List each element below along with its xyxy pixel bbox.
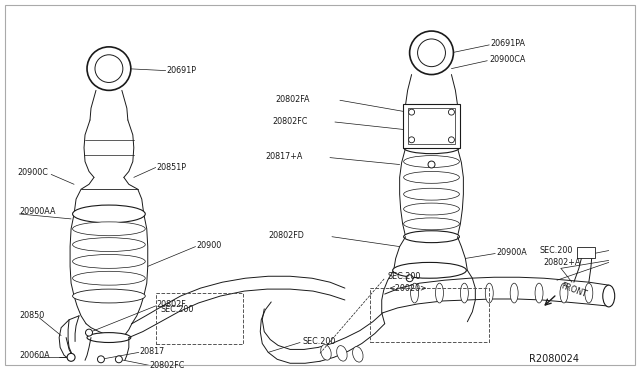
Ellipse shape — [353, 347, 363, 362]
Bar — [577, 247, 595, 259]
Ellipse shape — [435, 283, 444, 303]
Text: 20900AA: 20900AA — [19, 208, 56, 217]
Ellipse shape — [404, 231, 460, 243]
Ellipse shape — [404, 171, 460, 183]
Ellipse shape — [404, 218, 460, 230]
Ellipse shape — [485, 283, 493, 303]
Text: 20817: 20817 — [140, 347, 165, 356]
Ellipse shape — [337, 346, 347, 361]
Text: 20691PA: 20691PA — [490, 39, 525, 48]
Circle shape — [449, 109, 454, 115]
Circle shape — [408, 109, 415, 115]
Ellipse shape — [404, 155, 460, 167]
Ellipse shape — [72, 238, 145, 251]
Ellipse shape — [72, 289, 145, 303]
Text: 20691P: 20691P — [166, 66, 196, 75]
Text: SEC.200: SEC.200 — [161, 305, 194, 314]
Text: 20851P: 20851P — [157, 163, 187, 172]
Text: R2080024: R2080024 — [529, 354, 579, 364]
Circle shape — [406, 275, 413, 282]
Bar — [408, 108, 456, 144]
Text: 20850: 20850 — [19, 311, 45, 320]
Ellipse shape — [72, 205, 145, 223]
Ellipse shape — [404, 188, 460, 200]
Ellipse shape — [404, 203, 460, 215]
Ellipse shape — [72, 254, 145, 268]
Circle shape — [87, 47, 131, 90]
Circle shape — [428, 161, 435, 168]
Text: 20802+A: 20802+A — [543, 258, 580, 267]
Circle shape — [95, 55, 123, 83]
Text: 20900C: 20900C — [17, 168, 48, 177]
Text: SEC.200: SEC.200 — [539, 246, 572, 255]
Circle shape — [410, 31, 453, 74]
Text: <20020>: <20020> — [388, 283, 426, 293]
Text: SEC.200: SEC.200 — [302, 337, 335, 346]
Ellipse shape — [321, 344, 332, 360]
Circle shape — [408, 137, 415, 143]
Ellipse shape — [603, 285, 614, 307]
Ellipse shape — [393, 262, 467, 278]
Ellipse shape — [560, 283, 568, 303]
Text: 20060A: 20060A — [19, 351, 50, 360]
Ellipse shape — [460, 283, 468, 303]
Text: 20802FC: 20802FC — [272, 116, 308, 125]
Text: 20802FA: 20802FA — [275, 95, 310, 104]
Text: 20802F: 20802F — [157, 301, 186, 310]
Bar — [403, 104, 460, 148]
Text: SEC.200: SEC.200 — [388, 272, 421, 281]
Circle shape — [97, 356, 104, 363]
Circle shape — [115, 356, 122, 363]
Circle shape — [86, 329, 93, 336]
Circle shape — [67, 353, 75, 361]
Ellipse shape — [72, 271, 145, 285]
Ellipse shape — [72, 222, 145, 236]
Ellipse shape — [404, 142, 460, 154]
Text: 20900: 20900 — [196, 241, 222, 250]
Circle shape — [417, 39, 445, 67]
Text: 20900A: 20900A — [496, 248, 527, 257]
Text: 20802FD: 20802FD — [268, 231, 304, 240]
Ellipse shape — [87, 333, 131, 343]
Ellipse shape — [535, 283, 543, 303]
Text: 20900CA: 20900CA — [489, 55, 525, 64]
Circle shape — [449, 137, 454, 143]
Bar — [156, 293, 243, 344]
Text: FRONT: FRONT — [560, 281, 588, 299]
Bar — [370, 288, 489, 343]
Ellipse shape — [585, 283, 593, 303]
Text: 20802FC: 20802FC — [150, 361, 185, 370]
Text: 20817+A: 20817+A — [265, 152, 303, 161]
Ellipse shape — [510, 283, 518, 303]
Ellipse shape — [411, 283, 419, 303]
